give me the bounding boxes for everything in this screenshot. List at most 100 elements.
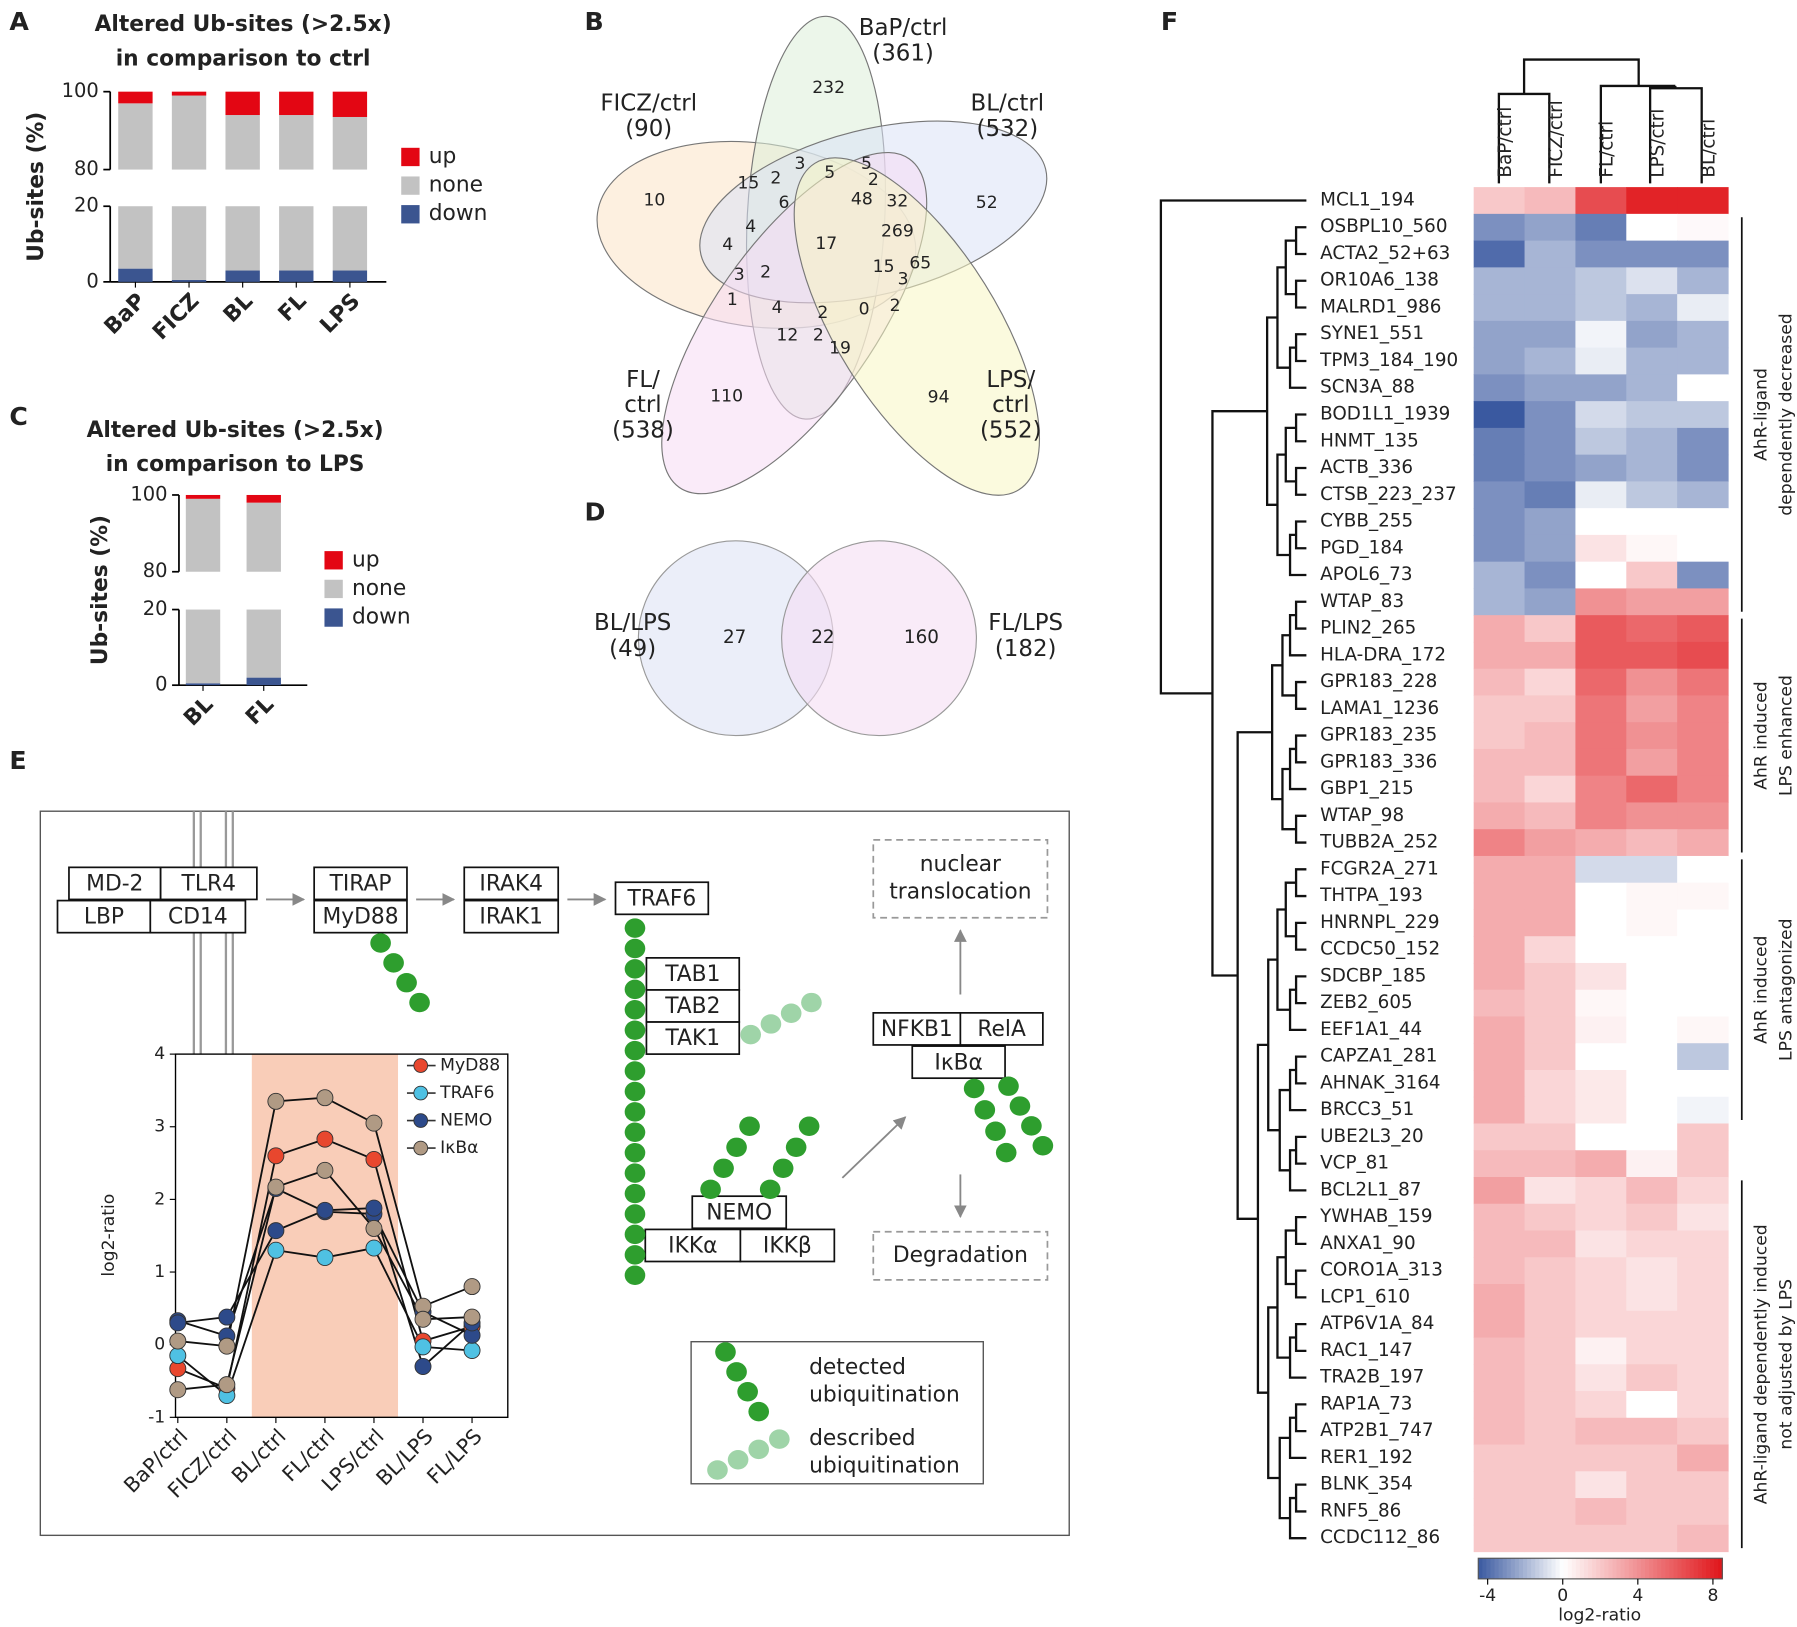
process-label: nuclear [920, 852, 1001, 877]
heatmap-cell [1575, 1310, 1627, 1339]
heatmap-cell [1575, 1016, 1627, 1044]
colorbar-step [1510, 1558, 1516, 1579]
ubiquitin [772, 1158, 794, 1179]
heatmap-cell [1575, 240, 1627, 268]
heatmap-cell [1575, 722, 1627, 750]
venn-count: 3 [794, 154, 805, 174]
venn-count: 10 [644, 191, 666, 211]
ubiquitin [748, 1401, 770, 1422]
heatmap-cell [1575, 1498, 1627, 1526]
heatmap-cell [1677, 1016, 1729, 1044]
bar-segment [185, 683, 221, 686]
heatmap-cell [1626, 855, 1678, 884]
heatmap-cell [1677, 213, 1729, 242]
legend-swatch [401, 205, 420, 224]
colorbar-step [1478, 1558, 1483, 1579]
colorbar-step [1612, 1558, 1618, 1579]
heatmap-cell [1677, 401, 1729, 429]
heatmap-cell [1575, 1364, 1627, 1392]
panel-label: F [1161, 7, 1178, 36]
colorbar-step [1701, 1558, 1707, 1579]
heatmap-cell [1575, 1150, 1627, 1178]
colorbar-step [1649, 1558, 1654, 1579]
colorbar-step [1685, 1558, 1691, 1579]
bar-segment [185, 609, 221, 684]
venn-count: 2 [868, 170, 879, 190]
bar-segment [171, 95, 207, 170]
legend-marker [413, 1113, 429, 1128]
venn-count: 3 [898, 270, 909, 290]
protein-box [463, 899, 560, 934]
bar-segment [246, 502, 281, 572]
heatmap-cell [1524, 936, 1576, 964]
ubiquitin [700, 1179, 721, 1200]
row-label: CCDC50_152 [1320, 939, 1440, 960]
venn-set-label: (552) [980, 417, 1042, 443]
ubiquitin [707, 1460, 728, 1480]
heatmap-cell [1677, 1203, 1729, 1232]
heatmap-cell [1626, 267, 1678, 295]
heatmap-cell [1626, 1043, 1678, 1071]
heatmap-cell [1677, 668, 1729, 697]
heatmap-cell [1524, 1257, 1576, 1285]
heatmap-cell [1575, 829, 1627, 857]
group-label: LPS antagonized [1776, 918, 1796, 1060]
heatmap-cell [1575, 347, 1627, 375]
protein-box [739, 1228, 836, 1263]
heatmap-cell [1473, 1391, 1526, 1419]
heatmap-cell [1626, 454, 1678, 482]
protein-label: TAK1 [665, 1026, 721, 1051]
ubiquitin [409, 992, 430, 1013]
colorbar-step [1584, 1558, 1589, 1579]
colorbar-step [1527, 1558, 1532, 1579]
heatmap-cell [1473, 1471, 1526, 1499]
row-label: APOL6_73 [1320, 564, 1412, 585]
venn-count: 232 [812, 78, 845, 98]
ubiquitin [801, 992, 822, 1013]
protein-label: NEMO [706, 1200, 772, 1225]
colorbar-step [1608, 1558, 1614, 1579]
legend-label: none [429, 173, 483, 198]
group-label: AhR induced [1751, 936, 1771, 1044]
heatmap-cell [1677, 1417, 1729, 1446]
bar-segment [332, 270, 368, 282]
y-tick-label: 3 [154, 1117, 165, 1137]
ubiquitin [780, 1003, 802, 1023]
row-label: THTPA_193 [1319, 885, 1423, 906]
colorbar-step [1706, 1558, 1711, 1579]
venn-count: 15 [737, 173, 759, 193]
heatmap-cell [1626, 294, 1678, 322]
data-point [169, 1314, 187, 1332]
heatmap-cell [1626, 427, 1678, 456]
protein-label: TAB1 [664, 962, 720, 987]
colorbar-step [1681, 1558, 1687, 1579]
heatmap-cell [1524, 829, 1576, 857]
colorbar-step [1677, 1558, 1683, 1579]
venn-count: 27 [723, 627, 746, 648]
protein-box [645, 957, 741, 991]
bar-segment [246, 609, 281, 678]
row-label: YWHAB_159 [1319, 1206, 1432, 1227]
venn-set-label: ctrl [624, 392, 661, 418]
venn-count: 4 [772, 298, 783, 318]
colorbar-step [1620, 1558, 1626, 1579]
heatmap-cell [1473, 1498, 1526, 1526]
colorbar-tick-label: 4 [1632, 1586, 1643, 1606]
bar-segment [332, 206, 368, 271]
heatmap-cell [1524, 615, 1576, 643]
venn-count: 4 [722, 235, 733, 255]
bar-segment [332, 91, 368, 117]
heatmap-cell [1677, 588, 1729, 616]
venn-count: 65 [909, 254, 931, 274]
heatmap-cell [1473, 534, 1526, 563]
venn-count: 2 [813, 326, 824, 346]
heatmap-cell [1626, 401, 1678, 429]
y-tick-label: 2 [154, 1189, 165, 1209]
protein-label: TLR4 [181, 872, 236, 897]
heatmap-cell [1575, 187, 1627, 215]
ubiquitin [998, 1076, 1019, 1096]
heatmap-cell [1626, 1417, 1678, 1446]
heatmap-cell [1575, 1471, 1627, 1499]
heatmap-cell [1626, 722, 1678, 750]
venn-count: 32 [886, 192, 908, 212]
